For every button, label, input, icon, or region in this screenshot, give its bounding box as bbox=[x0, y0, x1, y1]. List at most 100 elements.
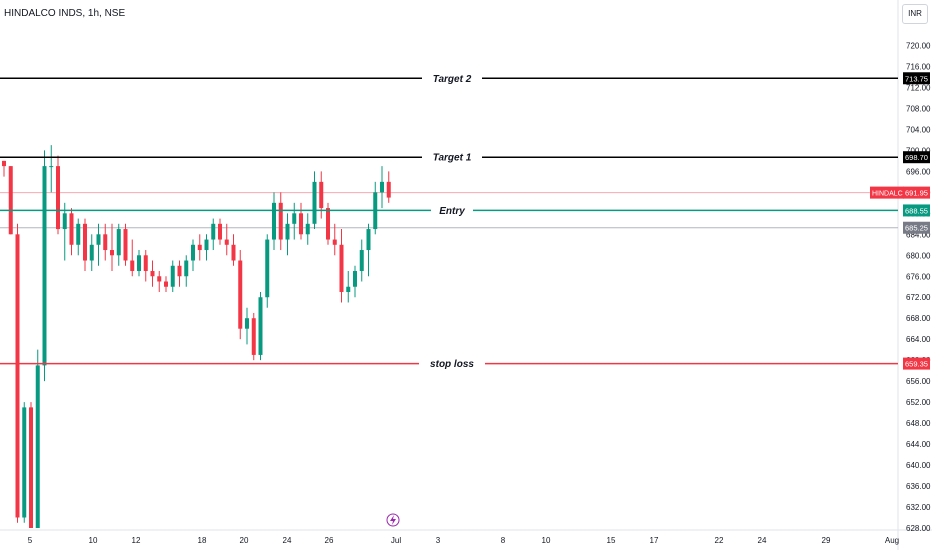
y-tick-label: 636.00 bbox=[906, 482, 931, 491]
candle-body[interactable] bbox=[96, 234, 101, 245]
candle-body[interactable] bbox=[285, 223, 290, 240]
candle-body[interactable] bbox=[204, 239, 209, 251]
candle-body[interactable] bbox=[76, 223, 81, 245]
candle-body[interactable] bbox=[69, 213, 74, 245]
candle-body[interactable] bbox=[170, 265, 175, 287]
x-tick-label: 18 bbox=[198, 536, 207, 545]
candle-body[interactable] bbox=[359, 250, 364, 272]
candle-body[interactable] bbox=[123, 229, 128, 261]
candle-body[interactable] bbox=[157, 276, 162, 282]
target-2-price-badge-label: 713.75 bbox=[905, 74, 928, 83]
x-tick-label: Aug bbox=[885, 536, 899, 545]
candle-body[interactable] bbox=[150, 271, 155, 277]
x-tick-label: 10 bbox=[542, 536, 551, 545]
candle-body[interactable] bbox=[211, 223, 216, 240]
price-axis-badge-label: 691.95 bbox=[905, 189, 928, 198]
x-tick-label: 8 bbox=[501, 536, 506, 545]
candle-body[interactable] bbox=[245, 318, 249, 329]
candle-body[interactable] bbox=[278, 202, 283, 240]
candle-body[interactable] bbox=[299, 213, 303, 235]
candle-body[interactable] bbox=[130, 260, 135, 272]
y-tick-label: 652.00 bbox=[906, 398, 931, 407]
y-tick-label: 696.00 bbox=[906, 167, 931, 176]
candle-body[interactable] bbox=[224, 239, 229, 245]
entry-label-bg bbox=[431, 203, 473, 217]
target-1-price-badge bbox=[903, 151, 930, 164]
candle-body[interactable] bbox=[218, 223, 222, 240]
candle-body[interactable] bbox=[62, 213, 67, 230]
candle-body[interactable] bbox=[83, 223, 87, 261]
candle-body[interactable] bbox=[143, 255, 148, 272]
candle-body[interactable] bbox=[380, 181, 384, 193]
candle-body[interactable] bbox=[332, 239, 337, 245]
candle-body[interactable] bbox=[197, 244, 202, 251]
candle-body[interactable] bbox=[191, 244, 195, 261]
candle-body[interactable] bbox=[231, 244, 236, 261]
candle-body[interactable] bbox=[184, 260, 189, 277]
candle-body[interactable] bbox=[265, 239, 270, 298]
x-tick-label: 15 bbox=[607, 536, 616, 545]
candle-body[interactable] bbox=[346, 286, 351, 292]
target-1-price-badge-label: 698.70 bbox=[905, 153, 928, 162]
candle-body[interactable] bbox=[89, 244, 94, 261]
x-tick-label: 17 bbox=[650, 536, 659, 545]
candle-body[interactable] bbox=[56, 166, 60, 230]
candle-body[interactable] bbox=[386, 181, 391, 198]
candle-body[interactable] bbox=[110, 250, 114, 256]
candle-body[interactable] bbox=[177, 265, 182, 277]
y-tick-label: 684.00 bbox=[906, 230, 931, 239]
y-tick-label: 632.00 bbox=[906, 503, 931, 512]
candle-body[interactable] bbox=[49, 166, 54, 168]
candle-body[interactable] bbox=[319, 181, 324, 209]
candle-body[interactable] bbox=[251, 318, 256, 355]
symbol-price-tag-label: HINDALCO bbox=[872, 191, 909, 198]
candle-body[interactable] bbox=[238, 260, 243, 329]
candle-body[interactable] bbox=[8, 166, 13, 235]
target-1-label: Target 1 bbox=[433, 153, 472, 164]
candle-body[interactable] bbox=[2, 160, 6, 167]
candle-body[interactable] bbox=[339, 244, 344, 292]
price-axis-badge bbox=[903, 186, 930, 199]
y-tick-label: 708.00 bbox=[906, 104, 931, 113]
x-tick-label: Jul bbox=[391, 536, 401, 545]
target-2-price-badge bbox=[903, 72, 930, 85]
y-tick-label: 680.00 bbox=[906, 251, 931, 260]
price-axis-badge-label: 685.25 bbox=[905, 224, 928, 233]
stop-loss-price-badge bbox=[903, 357, 930, 370]
x-tick-label: 24 bbox=[283, 536, 292, 545]
candle-body[interactable] bbox=[272, 202, 276, 240]
x-tick-label: 20 bbox=[240, 536, 249, 545]
candle-body[interactable] bbox=[35, 365, 40, 528]
y-tick-label: 720.00 bbox=[906, 41, 931, 50]
candle-body[interactable] bbox=[116, 229, 121, 256]
price-axis-badge bbox=[903, 221, 930, 234]
y-tick-label: 700.00 bbox=[906, 146, 931, 155]
candle-body[interactable] bbox=[164, 281, 168, 287]
candle-body[interactable] bbox=[258, 297, 263, 355]
candle-body[interactable] bbox=[326, 208, 330, 240]
currency-button[interactable]: INR bbox=[902, 4, 928, 24]
candle-body[interactable] bbox=[103, 234, 108, 251]
target-2-label-bg bbox=[422, 71, 482, 85]
candle-body[interactable] bbox=[292, 213, 297, 224]
target-1-label-bg bbox=[422, 150, 482, 164]
stop-loss-label-bg bbox=[419, 356, 485, 370]
candle-body[interactable] bbox=[305, 223, 310, 235]
y-tick-label: 640.00 bbox=[906, 461, 931, 470]
candle-body[interactable] bbox=[366, 229, 371, 251]
target-2-label: Target 2 bbox=[433, 74, 472, 85]
x-tick-label: 22 bbox=[715, 536, 724, 545]
y-tick-label: 648.00 bbox=[906, 419, 931, 428]
candle-body[interactable] bbox=[353, 271, 357, 287]
candle-body[interactable] bbox=[15, 234, 20, 518]
candle-body[interactable] bbox=[22, 407, 27, 518]
candle-body[interactable] bbox=[42, 166, 47, 366]
candle-body[interactable] bbox=[29, 407, 33, 528]
y-tick-label: 672.00 bbox=[906, 293, 931, 302]
x-tick-label: 29 bbox=[822, 536, 831, 545]
entry-price-badge-label: 688.55 bbox=[905, 206, 928, 215]
candle-body[interactable] bbox=[137, 255, 141, 272]
candle-body[interactable] bbox=[312, 181, 317, 224]
